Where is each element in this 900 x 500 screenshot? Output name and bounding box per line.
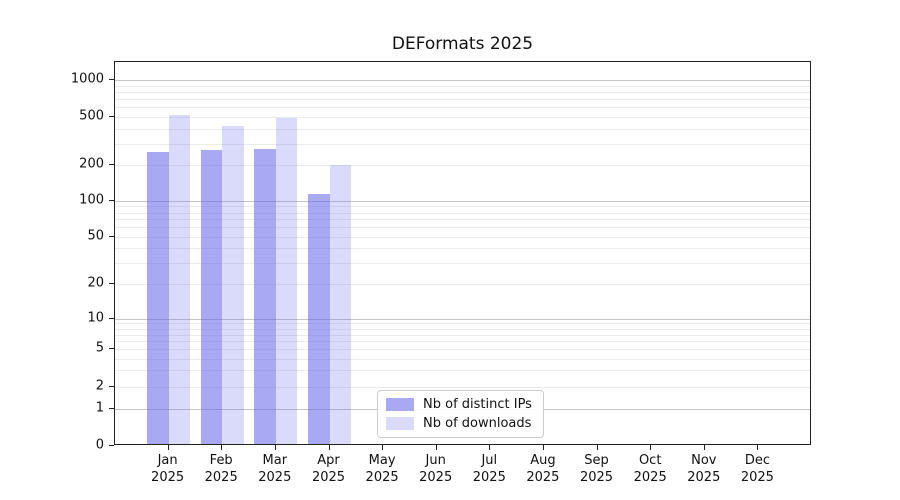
bar-distinct-ips-feb: [200, 149, 223, 444]
gridline-minor: [115, 248, 810, 250]
gridline-minor: [115, 128, 810, 130]
gridline-major: [115, 80, 810, 81]
y-axis-tick: [109, 235, 114, 237]
x-axis-tick: [542, 445, 544, 450]
chart-title: DEFormats 2025: [391, 34, 534, 54]
x-tick-label: May 2025: [365, 453, 399, 485]
legend-item-distinct-ips: Nb of distinct IPs: [386, 397, 535, 412]
gridline-major: [115, 318, 810, 320]
x-axis-tick: [274, 445, 276, 450]
x-tick-label: Feb 2025: [204, 453, 238, 485]
y-axis-tick: [109, 445, 114, 446]
gridline-minor: [115, 219, 810, 221]
x-tick-label: Sep 2025: [579, 453, 614, 485]
y-axis-tick: [109, 348, 114, 350]
x-axis-tick: [328, 445, 330, 450]
x-axis-tick: [167, 445, 169, 450]
gridline-minor: [115, 387, 810, 388]
gridline-minor: [115, 99, 810, 100]
x-axis-tick: [489, 445, 491, 450]
x-tick-label: Jun 2025: [419, 453, 453, 485]
bar-distinct-ips-apr: [308, 194, 330, 444]
y-tick-label: 2: [95, 378, 104, 394]
y-axis-tick: [109, 317, 114, 319]
legend-swatch-distinct-ips: [386, 398, 414, 411]
x-axis-tick: [435, 445, 437, 450]
gridline-minor: [115, 212, 810, 214]
gridline-minor: [115, 107, 810, 109]
gridline-major: [115, 201, 810, 202]
y-tick-label: 50: [87, 228, 104, 244]
y-tick-label: 5: [95, 340, 104, 356]
y-tick-label: 0: [95, 437, 104, 453]
x-tick-label: Nov 2025: [687, 453, 721, 485]
x-tick-label: Jan 2025: [151, 453, 185, 485]
x-axis-tick: [650, 445, 652, 450]
y-axis-tick: [109, 408, 114, 409]
y-tick-label: 1000: [70, 71, 104, 87]
gridline-minor: [115, 206, 810, 208]
gridline-minor: [115, 323, 810, 325]
bar-downloads-feb: [222, 126, 244, 444]
legend: Nb of distinct IPs Nb of downloads: [377, 390, 544, 438]
legend-swatch-downloads: [386, 417, 414, 430]
bar-distinct-ips-mar: [254, 148, 276, 444]
x-axis-tick: [221, 445, 223, 450]
y-axis-tick: [109, 116, 114, 117]
gridline-minor: [115, 341, 810, 343]
x-axis-tick: [703, 445, 705, 450]
x-axis-tick: [596, 445, 598, 450]
gridline-minor: [115, 370, 810, 372]
gridline-minor: [115, 236, 810, 238]
bar-downloads-apr: [329, 164, 351, 444]
legend-item-downloads: Nb of downloads: [386, 416, 535, 431]
gridline-minor: [115, 91, 810, 93]
bar-downloads-mar: [275, 118, 298, 444]
gridline-minor: [115, 283, 810, 285]
gridline-minor: [115, 349, 810, 351]
y-axis-tick: [109, 79, 114, 80]
gridline-minor: [115, 262, 810, 264]
bar-downloads-jan: [168, 115, 191, 444]
y-tick-label: 20: [87, 275, 104, 291]
y-axis-tick: [109, 200, 114, 201]
x-tick-label: Dec 2025: [740, 453, 774, 485]
gridline-minor: [115, 144, 810, 145]
y-tick-label: 1: [95, 400, 104, 416]
x-tick-label: Oct 2025: [633, 453, 667, 485]
y-tick-label: 100: [79, 192, 104, 208]
x-axis-tick: [757, 445, 759, 450]
x-tick-label: Mar 2025: [258, 453, 292, 485]
gridline-minor: [115, 165, 810, 167]
gridline-minor: [115, 117, 810, 118]
y-tick-label: 10: [87, 310, 104, 326]
y-tick-label: 200: [79, 156, 104, 172]
x-axis-tick: [382, 445, 384, 450]
legend-label-downloads: Nb of downloads: [423, 416, 532, 431]
y-axis-tick: [109, 282, 114, 284]
x-tick-label: Aug 2025: [526, 453, 560, 485]
plot-area: [114, 61, 811, 445]
gridline-minor: [115, 85, 810, 87]
x-tick-label: Jul 2025: [472, 453, 506, 485]
gridline-minor: [115, 328, 810, 330]
y-tick-label: 500: [79, 108, 104, 124]
x-tick-label: Apr 2025: [311, 453, 346, 485]
gridline-minor: [115, 227, 810, 229]
gridline-minor: [115, 334, 810, 336]
y-axis-tick: [109, 386, 114, 387]
y-axis-tick: [109, 164, 114, 166]
gridline-minor: [115, 358, 810, 360]
legend-label-distinct-ips: Nb of distinct IPs: [423, 397, 532, 412]
bar-distinct-ips-jan: [147, 151, 169, 444]
